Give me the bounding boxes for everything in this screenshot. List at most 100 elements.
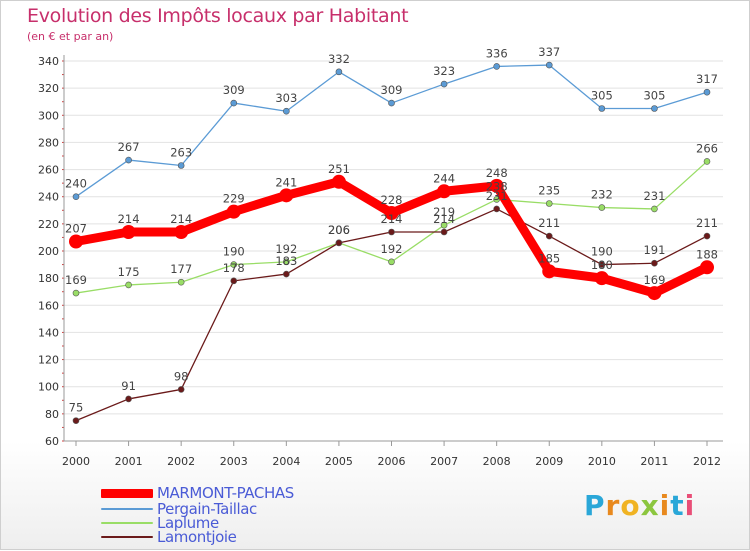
data-label: 98 bbox=[174, 369, 189, 383]
y-tick-label: 160 bbox=[38, 299, 59, 312]
data-label: 191 bbox=[643, 243, 665, 257]
x-tick-label: 2010 bbox=[588, 455, 616, 468]
data-label: 211 bbox=[696, 216, 718, 230]
x-tick-label: 2011 bbox=[640, 455, 668, 468]
y-tick-label: 140 bbox=[38, 326, 59, 339]
legend-swatch bbox=[101, 536, 153, 538]
data-label: 185 bbox=[538, 251, 560, 265]
data-point bbox=[335, 239, 343, 247]
data-point bbox=[335, 68, 343, 76]
data-point bbox=[703, 158, 711, 165]
data-label: 332 bbox=[328, 52, 350, 66]
y-tick-label: 240 bbox=[38, 191, 59, 204]
data-point bbox=[651, 105, 658, 112]
data-point bbox=[703, 232, 711, 240]
data-point bbox=[440, 228, 448, 236]
data-point bbox=[72, 417, 80, 424]
data-point bbox=[651, 205, 658, 213]
x-tick-label: 2012 bbox=[693, 455, 721, 468]
data-label: 169 bbox=[643, 273, 665, 287]
y-tick-label: 280 bbox=[38, 136, 59, 149]
data-label: 267 bbox=[118, 140, 140, 154]
x-tick-label: 2006 bbox=[378, 455, 406, 468]
legend-item-lamontjoie: Lamontjoie bbox=[101, 528, 237, 546]
legend-label: Pergain-Taillac bbox=[157, 500, 257, 518]
data-point bbox=[437, 184, 452, 199]
data-point bbox=[493, 205, 500, 213]
x-tick-label: 2000 bbox=[62, 455, 90, 468]
data-point bbox=[493, 196, 500, 203]
data-point bbox=[125, 281, 132, 289]
x-tick-label: 2004 bbox=[272, 455, 300, 468]
legend-label: Laplume bbox=[157, 514, 219, 532]
data-label: 263 bbox=[170, 146, 192, 160]
data-label: 211 bbox=[538, 216, 560, 230]
data-point bbox=[489, 178, 504, 193]
data-label: 183 bbox=[275, 254, 297, 268]
data-label: 214 bbox=[433, 212, 455, 226]
y-tick-label: 200 bbox=[38, 245, 59, 258]
data-point bbox=[542, 264, 557, 279]
x-tick-label: 2002 bbox=[167, 455, 195, 468]
chart-title: Evolution des Impôts locaux par Habitant bbox=[27, 5, 409, 27]
legend-item-laplume: Laplume bbox=[101, 514, 219, 532]
data-point bbox=[545, 61, 553, 69]
x-tick-label: 2003 bbox=[220, 455, 248, 468]
x-tick-label: 2007 bbox=[430, 455, 458, 468]
data-point bbox=[493, 63, 500, 70]
data-point bbox=[700, 260, 714, 275]
legend-label: MARMONT-PACHAS bbox=[157, 484, 294, 502]
data-label: 177 bbox=[170, 262, 192, 276]
data-label: 337 bbox=[538, 45, 560, 59]
data-label: 238 bbox=[486, 179, 508, 193]
legend-swatch bbox=[101, 508, 153, 510]
data-point bbox=[388, 99, 395, 107]
data-label: 305 bbox=[591, 89, 613, 103]
series-line bbox=[75, 208, 708, 422]
data-label: 214 bbox=[118, 212, 140, 226]
data-label: 180 bbox=[591, 258, 613, 272]
data-label: 240 bbox=[65, 177, 87, 191]
data-label: 305 bbox=[643, 89, 665, 103]
data-point bbox=[72, 193, 80, 201]
data-point bbox=[598, 261, 606, 268]
data-point bbox=[545, 200, 553, 207]
data-point bbox=[283, 107, 290, 115]
data-label: 235 bbox=[538, 184, 560, 198]
data-label: 231 bbox=[643, 189, 665, 203]
data-point bbox=[230, 99, 238, 107]
data-label: 75 bbox=[69, 401, 84, 415]
data-label: 214 bbox=[170, 212, 192, 226]
data-point bbox=[598, 105, 606, 112]
data-point bbox=[174, 225, 189, 239]
data-label: 192 bbox=[381, 242, 403, 256]
data-label: 206 bbox=[328, 223, 350, 237]
y-tick-label: 220 bbox=[38, 218, 59, 231]
y-tick-label: 320 bbox=[38, 82, 59, 95]
data-point bbox=[283, 270, 290, 278]
data-point bbox=[545, 232, 553, 240]
legend-label: Lamontjoie bbox=[157, 528, 237, 546]
data-point bbox=[283, 258, 290, 266]
data-point bbox=[440, 221, 448, 229]
x-tick-label: 2008 bbox=[483, 455, 511, 468]
data-label: 190 bbox=[223, 245, 245, 259]
data-point bbox=[121, 225, 136, 239]
y-tick-label: 120 bbox=[38, 354, 59, 367]
legend-swatch bbox=[101, 522, 153, 524]
data-point bbox=[594, 271, 609, 286]
data-point bbox=[125, 395, 132, 403]
data-label: 266 bbox=[696, 141, 718, 155]
legend-item-marmont-pachas: MARMONT-PACHAS bbox=[101, 484, 294, 502]
data-point bbox=[230, 277, 238, 285]
x-tick-label: 2001 bbox=[115, 455, 143, 468]
data-point bbox=[177, 162, 185, 169]
data-point bbox=[230, 261, 238, 268]
data-label: 206 bbox=[328, 223, 350, 237]
data-label: 309 bbox=[381, 83, 403, 97]
data-label: 241 bbox=[275, 175, 297, 189]
data-label: 219 bbox=[433, 205, 455, 219]
data-label: 317 bbox=[696, 72, 718, 86]
